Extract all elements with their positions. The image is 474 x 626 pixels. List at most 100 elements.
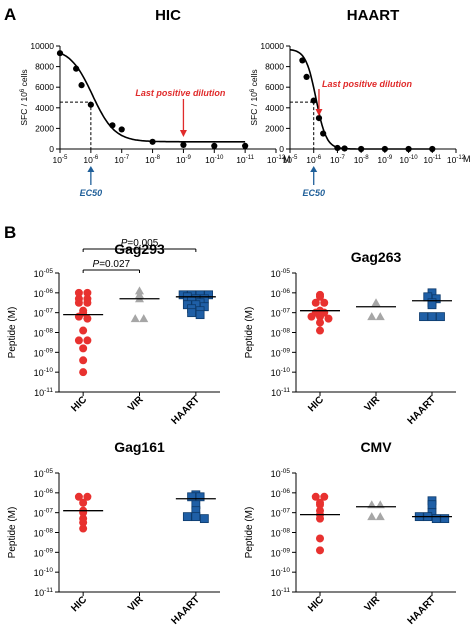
data-point bbox=[149, 138, 156, 145]
hic-point bbox=[316, 546, 324, 555]
y-tick-label: 10-06 bbox=[271, 488, 291, 499]
x-tick-label: VIR bbox=[126, 594, 146, 614]
hic-point bbox=[79, 326, 88, 335]
data-point bbox=[334, 144, 341, 152]
x-tick-label: HIC bbox=[69, 594, 89, 614]
ec50-label: EC50 bbox=[302, 188, 325, 198]
last-positive-arrow-head bbox=[179, 130, 187, 137]
y-tick-label: 6000 bbox=[35, 82, 54, 92]
data-point bbox=[381, 145, 388, 153]
data-point bbox=[211, 142, 218, 150]
haart-point bbox=[431, 514, 441, 524]
y-tick-label: 2000 bbox=[265, 123, 284, 133]
y-axis-label: Peptide (M) bbox=[7, 307, 18, 359]
y-tick-label: 8000 bbox=[265, 62, 284, 72]
y-tick-label: 10-06 bbox=[34, 288, 54, 299]
y-tick-label: 10-11 bbox=[34, 587, 53, 598]
haart-point bbox=[436, 312, 445, 322]
last-positive-label: Last positive dilution bbox=[322, 79, 413, 89]
y-tick-label: 2000 bbox=[35, 123, 54, 133]
scatter-chart-cmv: CMV 10-05 10-06 10-07 10-08 10-09 10-10 10-11 Pe… bbox=[244, 439, 456, 626]
y-tick-label: 10-07 bbox=[34, 508, 54, 519]
y-axis-label: SFC / 106 cells bbox=[19, 69, 29, 125]
y-tick-label: 10-07 bbox=[34, 308, 54, 319]
hic-point bbox=[74, 312, 83, 321]
haart-point bbox=[195, 310, 205, 320]
data-point bbox=[315, 115, 323, 122]
x-tick-label: 10-5 bbox=[283, 154, 299, 165]
y-tick-label: 10-09 bbox=[34, 347, 54, 358]
vir-point bbox=[375, 512, 385, 521]
y-tick-label: 10-07 bbox=[271, 308, 291, 319]
hic-point bbox=[83, 336, 92, 345]
y-tick-label: 10-08 bbox=[271, 527, 291, 538]
y-tick-label: 10-05 bbox=[271, 468, 291, 479]
y-tick-label: 4000 bbox=[35, 103, 54, 113]
data-point bbox=[358, 145, 365, 153]
y-tick-label: 10-11 bbox=[271, 587, 290, 598]
data-point bbox=[109, 122, 116, 129]
hic-point bbox=[307, 312, 316, 321]
ec50-arrow-head bbox=[310, 166, 318, 172]
x-tick-label: 10-12 bbox=[267, 154, 286, 165]
haart-point bbox=[199, 514, 209, 524]
haart-point bbox=[440, 514, 450, 524]
hic-point bbox=[320, 492, 329, 501]
panel-label-a: A bbox=[4, 5, 16, 24]
x-tick-label: 10-10 bbox=[399, 154, 418, 165]
hic-point bbox=[316, 326, 324, 335]
y-axis-label: SFC / 106 cells bbox=[249, 69, 259, 125]
vir-point bbox=[367, 312, 377, 321]
hic-point bbox=[311, 298, 320, 307]
x-unit-label: M bbox=[463, 154, 471, 164]
x-tick-label: HAART bbox=[169, 394, 202, 427]
data-point bbox=[341, 145, 348, 152]
haart-point bbox=[427, 300, 437, 310]
x-tick-label: HIC bbox=[69, 394, 89, 414]
hic-point bbox=[74, 288, 83, 297]
x-tick-label: 10-7 bbox=[330, 154, 346, 165]
x-tick-label: 10-8 bbox=[145, 154, 161, 165]
hic-point bbox=[320, 298, 329, 307]
hic-point bbox=[79, 344, 88, 353]
hic-point bbox=[83, 288, 92, 297]
hic-point bbox=[79, 368, 88, 377]
hic-point bbox=[316, 318, 324, 327]
last-positive-arrow-head bbox=[315, 109, 323, 116]
vir-point bbox=[367, 512, 377, 521]
chart-title: Gag263 bbox=[351, 249, 402, 265]
data-point bbox=[180, 141, 187, 148]
vir-point bbox=[375, 312, 385, 321]
data-point bbox=[303, 73, 310, 80]
y-tick-label: 10-09 bbox=[271, 347, 291, 358]
y-tick-label: 10000 bbox=[260, 41, 284, 51]
data-point bbox=[242, 142, 249, 150]
data-point bbox=[320, 130, 327, 137]
ec50-label: EC50 bbox=[80, 188, 103, 198]
hic-point bbox=[316, 312, 324, 321]
y-tick-label: 10-05 bbox=[271, 268, 291, 279]
y-tick-label: 10-11 bbox=[271, 387, 290, 398]
data-point bbox=[73, 65, 80, 72]
chart-title: HAART bbox=[347, 7, 400, 24]
y-tick-label: 10-11 bbox=[34, 387, 53, 398]
x-tick-label: HAART bbox=[406, 394, 439, 427]
scatter-chart-gag293: Gag29310-0510-0610-0710-0810-0910-1010-1… bbox=[7, 238, 220, 427]
hic-point bbox=[324, 314, 333, 323]
hic-point bbox=[74, 492, 83, 501]
last-positive-label: Last positive dilution bbox=[135, 88, 226, 98]
y-tick-label: 0 bbox=[279, 144, 284, 154]
vir-point bbox=[371, 298, 381, 307]
haart-point bbox=[427, 312, 437, 322]
x-tick-label: HAART bbox=[169, 594, 202, 626]
comparison-p-value: P=0.027 bbox=[93, 259, 131, 270]
y-tick-label: 10-09 bbox=[34, 547, 54, 558]
x-tick-label: 10-7 bbox=[114, 154, 130, 165]
ec50-arrow-head bbox=[87, 166, 95, 172]
y-tick-label: 10-08 bbox=[34, 327, 54, 338]
chart-title: Gag161 bbox=[114, 439, 165, 455]
hic-point bbox=[79, 498, 88, 507]
haart-point bbox=[187, 308, 197, 318]
haart-point bbox=[187, 492, 197, 502]
